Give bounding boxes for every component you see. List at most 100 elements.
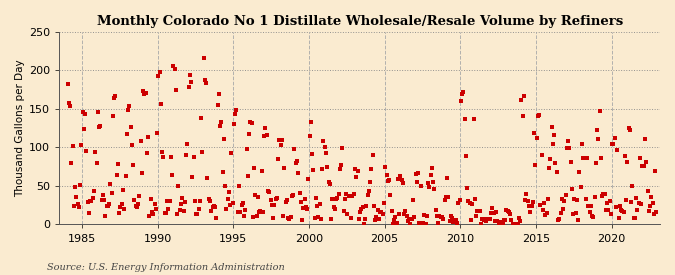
Point [531,135,542,140]
Point [138,89,148,93]
Point [325,217,336,221]
Point [429,187,440,191]
Text: Source: U.S. Energy Information Administration: Source: U.S. Energy Information Administ… [47,263,285,272]
Point [500,218,510,222]
Point [75,183,86,187]
Point [373,217,384,221]
Point [539,200,549,205]
Point [485,217,495,221]
Point [304,134,315,138]
Point [143,135,154,139]
Point [444,219,455,224]
Point [418,221,429,225]
Point [90,150,101,155]
Point [88,189,99,193]
Point [423,180,433,185]
Point [335,162,346,167]
Point [415,184,426,188]
Point [504,210,514,214]
Point [124,104,135,108]
Point [288,192,298,197]
Point [536,153,547,157]
Point [120,174,131,178]
Point [245,120,256,125]
Point [191,212,202,216]
Point [264,189,275,194]
Point [234,184,244,189]
Point [533,114,543,118]
Point [540,213,551,217]
Point [236,203,247,208]
Point [469,197,480,201]
Point [510,222,520,226]
Point [375,210,385,214]
Point [486,211,497,215]
Point [522,199,533,203]
Point [106,191,117,196]
Point [350,166,360,171]
Point [373,207,383,212]
Point [213,92,224,96]
Point [483,217,494,221]
Point [559,199,570,204]
Point [341,192,352,196]
Point [398,181,408,185]
Point [271,196,282,200]
Point [279,166,290,170]
Point [381,173,392,177]
Point [180,200,190,205]
Point [524,203,535,208]
Point [434,214,445,218]
Point [537,208,548,212]
Point [109,95,119,100]
Point [584,210,595,214]
Point [114,211,125,215]
Point [226,151,237,156]
Point [421,214,432,218]
Point [601,207,612,212]
Point [591,161,601,166]
Point [568,212,578,216]
Point [275,143,286,147]
Point [356,207,367,211]
Point [252,194,263,199]
Point [392,177,403,181]
Point [563,138,574,143]
Point [439,198,450,203]
Point [309,216,320,220]
Point [312,204,323,208]
Point [85,199,96,203]
Point [130,204,141,208]
Point [134,194,144,198]
Point [157,150,167,155]
Point [142,151,153,156]
Point [379,201,389,205]
Point [598,192,609,197]
Point [412,170,423,175]
Point [168,64,179,68]
Point [380,164,391,169]
Point [97,192,108,197]
Point [467,202,478,206]
Point [317,166,327,171]
Point [588,214,599,219]
Point [583,204,593,208]
Point [62,82,73,87]
Point [493,221,504,225]
Point [338,208,349,213]
Point [310,196,321,200]
Point [633,200,644,205]
Point [518,94,529,98]
Point [643,208,654,213]
Point [595,156,606,160]
Point [152,131,163,135]
Point [564,145,574,150]
Point [354,210,365,214]
Point [443,195,454,199]
Point [566,187,577,191]
Point [580,196,591,201]
Point [613,216,624,221]
Point [227,201,238,205]
Point [464,201,475,205]
Point [244,131,254,136]
